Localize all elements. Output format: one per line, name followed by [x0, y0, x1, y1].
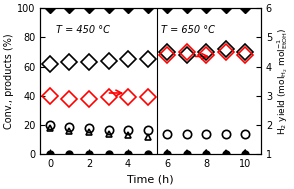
Y-axis label: Conv., products (%): Conv., products (%)	[4, 33, 14, 129]
Text: T = 650 °C: T = 650 °C	[161, 25, 215, 35]
Text: T = 450 °C: T = 450 °C	[56, 25, 110, 35]
X-axis label: Time (h): Time (h)	[127, 175, 174, 185]
Y-axis label: H$_2$ yield (mol$_{\mathregular{H_2}}$ mol$_{\mathregular{EtOH}}^{-1}$): H$_2$ yield (mol$_{\mathregular{H_2}}$ m…	[275, 27, 290, 135]
